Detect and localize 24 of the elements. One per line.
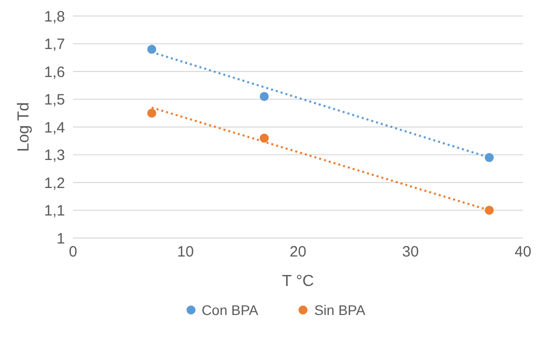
point: [260, 134, 269, 143]
y-tick-label: 1: [56, 230, 65, 248]
x-axis-title: T °C: [282, 273, 314, 290]
y-tick-label: 1,7: [44, 36, 65, 54]
point: [260, 92, 269, 101]
y-tick-label: 1,1: [44, 202, 65, 220]
x-tick-label: 10: [177, 244, 194, 261]
y-tick-label: 1,4: [44, 119, 65, 136]
legend-label: Sin BPA: [314, 302, 366, 318]
point: [484, 153, 494, 162]
point: [147, 44, 156, 54]
x-tick-label: 20: [290, 244, 306, 261]
point: [147, 108, 156, 118]
x-tick-label: 40: [514, 244, 532, 261]
y-tick-label: 1,2: [44, 174, 65, 192]
y-tick-label: 1,3: [44, 147, 65, 164]
y-tick-label: 1,8: [44, 8, 65, 26]
legend-label: Con BPA: [202, 302, 258, 318]
x-tick-label: 0: [68, 244, 78, 261]
y-tick-label: 1,5: [44, 92, 65, 109]
x-tick-label: 30: [402, 244, 419, 261]
y-axis-title: Log Td: [16, 102, 33, 152]
y-tick-label: 1,6: [44, 64, 65, 81]
point: [484, 206, 494, 215]
